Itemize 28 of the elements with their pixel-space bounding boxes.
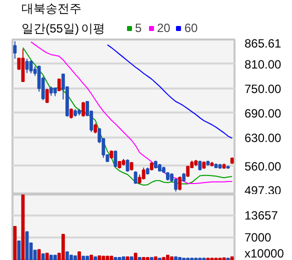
candlestick — [45, 88, 49, 104]
candlestick — [25, 58, 29, 74]
candlestick — [178, 176, 182, 191]
y-tick-label: 750.00 — [244, 82, 282, 96]
candlestick — [134, 170, 138, 184]
candlestick — [142, 167, 146, 180]
y-tick-label: 630.00 — [244, 130, 282, 145]
candlestick — [29, 60, 33, 74]
y-tick-label: 7000 — [244, 230, 272, 244]
y-tick-label: 560.00 — [244, 159, 282, 174]
legend-label: 5 — [135, 21, 143, 35]
candlestick — [49, 86, 53, 96]
candlestick — [94, 123, 98, 134]
line-series — [106, 44, 233, 139]
legend-label: 60 — [184, 21, 198, 35]
y-tick-label: 810.00 — [244, 57, 282, 72]
candlestick — [198, 160, 202, 171]
y-tick-label: x10000 — [244, 246, 284, 260]
chart-title: 대북송전주 — [22, 2, 82, 16]
legend-title: 이평 — [80, 22, 105, 36]
y-tick-label: 13657 — [244, 208, 278, 222]
candlestick — [57, 78, 61, 92]
legend-label: 20 — [157, 21, 170, 35]
chart-subtitle: 일간(55일) — [22, 22, 79, 36]
y-tick-label: 865.61 — [244, 36, 282, 50]
y-tick-label: 690.00 — [244, 106, 282, 120]
candlestick — [13, 40, 17, 60]
candlestick — [70, 108, 73, 120]
